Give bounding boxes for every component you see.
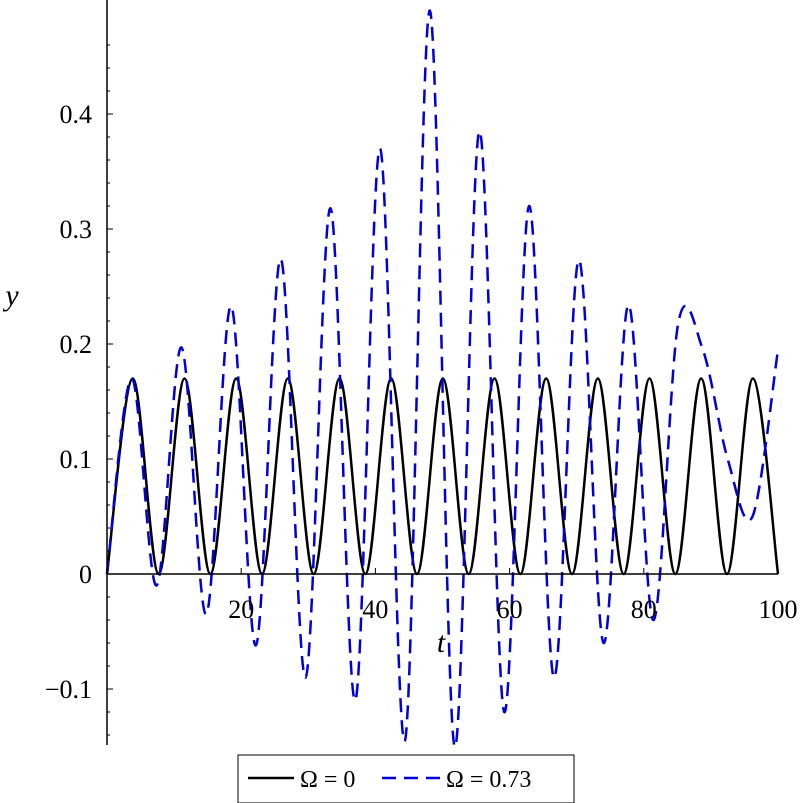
y-tick-label: −0.1 (45, 675, 92, 704)
y-tick-label: 0.1 (60, 445, 93, 474)
x-axis-title: t (437, 626, 446, 659)
series-line-2 (105, 9, 780, 748)
series-line-1 (105, 377, 780, 576)
legend-label-series-2: Ω = 0.73 (446, 767, 531, 793)
x-tick-label: 100 (759, 595, 798, 624)
x-tick-label: 80 (631, 595, 657, 624)
legend: Ω = 0 Ω = 0.73 (237, 754, 575, 803)
y-axis-title: y (2, 279, 19, 312)
legend-label-series-1: Ω = 0 (300, 767, 355, 793)
x-tick-label: 20 (228, 595, 254, 624)
x-tick-label: 40 (362, 595, 388, 624)
x-tick-label: 60 (497, 595, 523, 624)
y-tick-label: 0.2 (60, 330, 93, 359)
y-tick-label: 0 (79, 560, 92, 589)
y-tick-label: 0.4 (60, 100, 93, 129)
y-tick-label: 0.3 (60, 215, 93, 244)
